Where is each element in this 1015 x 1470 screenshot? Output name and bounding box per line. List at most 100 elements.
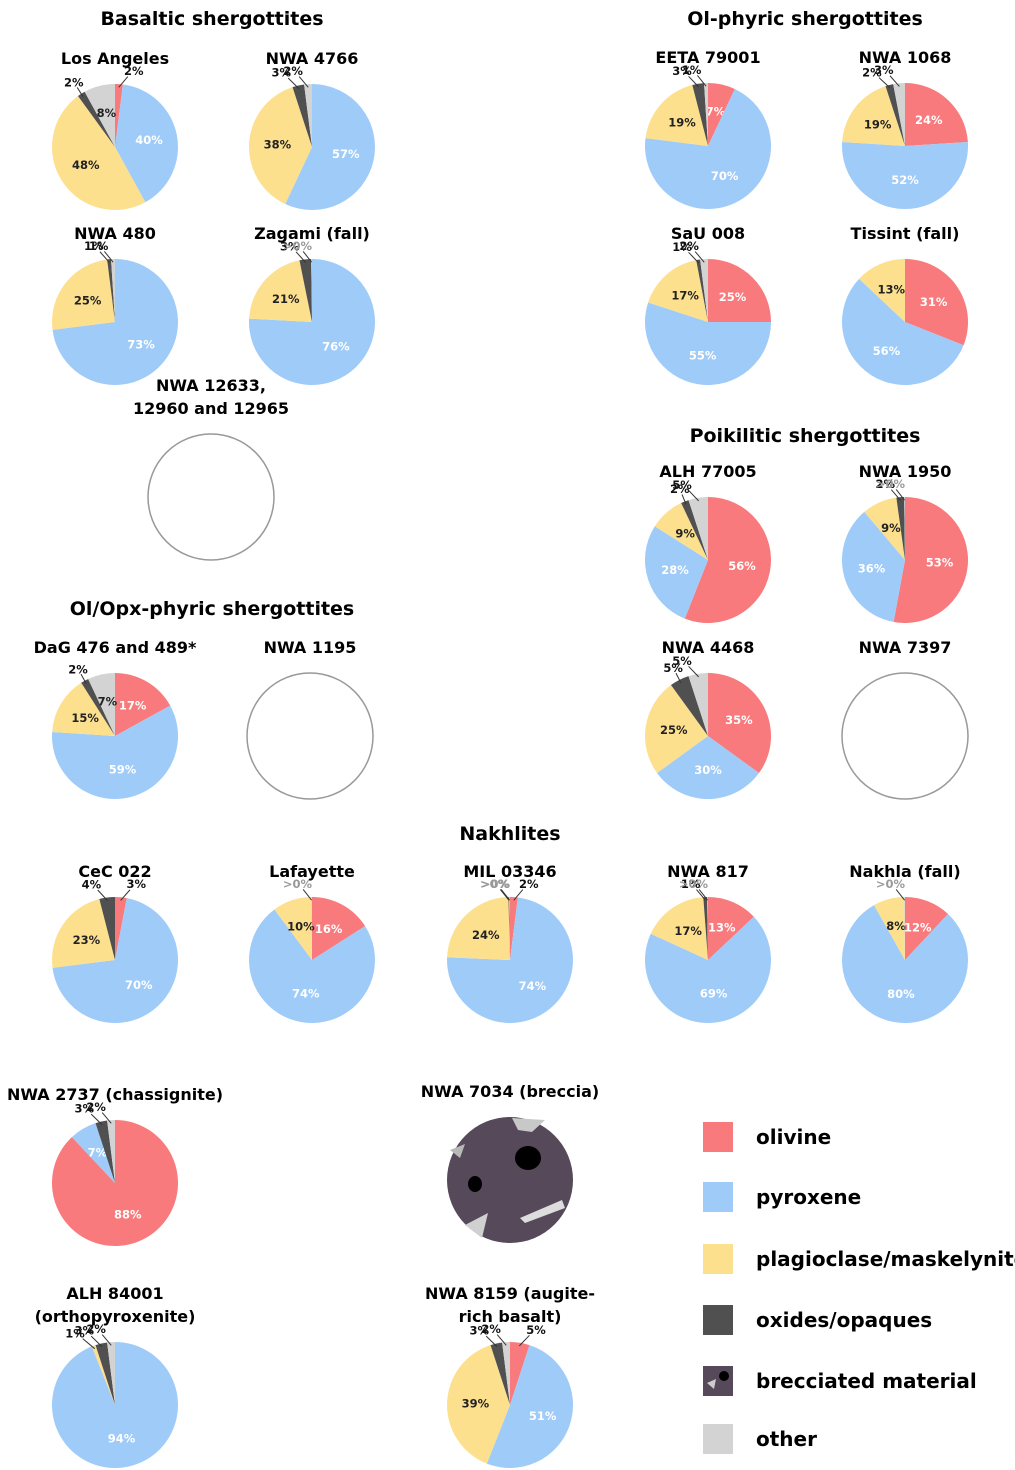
legend-swatch bbox=[703, 1244, 733, 1274]
value-label: 88% bbox=[114, 1208, 142, 1222]
value-label: >0% bbox=[283, 877, 313, 891]
leader-line bbox=[895, 489, 906, 501]
legend-swatch bbox=[703, 1366, 733, 1396]
value-label: 31% bbox=[920, 295, 948, 309]
pie-slice bbox=[447, 897, 573, 1024]
section-heading: Ol-phyric shergottites bbox=[687, 8, 923, 30]
value-label: 40% bbox=[135, 133, 163, 147]
value-label: 2% bbox=[86, 1100, 106, 1114]
pie-slice bbox=[703, 897, 708, 960]
section-heading: Basaltic shergottites bbox=[100, 8, 324, 30]
value-label: 7% bbox=[98, 695, 118, 709]
value-label: 21% bbox=[272, 292, 300, 306]
pie-slice bbox=[115, 673, 171, 736]
pie-slice bbox=[51, 259, 115, 330]
pie-slice bbox=[645, 916, 772, 1024]
pie-slice bbox=[864, 497, 905, 560]
pie-slice bbox=[107, 259, 115, 322]
legend-label: other bbox=[756, 1427, 817, 1451]
pie-slice bbox=[905, 83, 968, 146]
pie-slice bbox=[502, 1341, 510, 1405]
pie-slice bbox=[292, 84, 312, 147]
value-label: 5% bbox=[672, 478, 692, 492]
pie-title: NWA 480 bbox=[74, 224, 156, 243]
value-label: 53% bbox=[926, 556, 954, 570]
pie-title: ALH 84001 (orthopyroxenite) bbox=[34, 1284, 196, 1326]
pie-slice bbox=[708, 673, 772, 774]
pie-slice bbox=[509, 897, 510, 960]
leader-line bbox=[82, 1338, 96, 1350]
value-label: 70% bbox=[125, 978, 153, 992]
value-label: 12% bbox=[904, 920, 932, 934]
pie-slice bbox=[896, 497, 905, 560]
value-label: 73% bbox=[127, 337, 155, 351]
pie-title: Zagami (fall) bbox=[254, 224, 370, 243]
pie-slice bbox=[52, 898, 115, 968]
pie-slice bbox=[51, 705, 179, 800]
pie-slice bbox=[510, 1342, 530, 1405]
leader-line bbox=[496, 1334, 507, 1346]
leader-line bbox=[499, 889, 510, 901]
value-label: 8% bbox=[97, 106, 117, 120]
value-label: 7% bbox=[706, 105, 726, 119]
value-label: 57% bbox=[332, 147, 360, 161]
pie-title: Nakhla (fall) bbox=[849, 862, 961, 881]
leader-line bbox=[118, 76, 129, 88]
value-label: 3% bbox=[280, 239, 300, 253]
value-label: 17% bbox=[671, 289, 699, 303]
leader-line bbox=[688, 489, 699, 502]
pie-slice bbox=[650, 897, 708, 960]
breccia-clast bbox=[450, 1144, 465, 1158]
pie-title: NWA 1195 bbox=[263, 638, 357, 657]
pie-slice bbox=[285, 84, 375, 210]
value-label: 80% bbox=[887, 987, 915, 1001]
pie-slice bbox=[52, 259, 178, 385]
pie-title: NWA 1068 bbox=[858, 48, 952, 67]
empty-pie bbox=[246, 672, 374, 800]
pie-slice bbox=[874, 897, 905, 960]
value-label: >0% bbox=[481, 877, 511, 891]
leader-line bbox=[101, 1334, 112, 1346]
value-label: 56% bbox=[728, 559, 756, 573]
empty-pie bbox=[841, 672, 969, 800]
value-label: 5% bbox=[526, 1323, 546, 1337]
value-label: 3% bbox=[874, 63, 894, 77]
section-heading: Ol/Opx-phyric shergottites bbox=[69, 598, 355, 620]
leader-line bbox=[302, 251, 313, 263]
value-label: 13% bbox=[877, 283, 905, 297]
value-label: 2% bbox=[679, 239, 699, 253]
leader-line bbox=[90, 1113, 103, 1125]
leader-line bbox=[90, 1335, 103, 1347]
pie-slice bbox=[842, 511, 905, 622]
pie-slice bbox=[648, 260, 708, 322]
pie-slice bbox=[107, 1341, 115, 1405]
pie-slice bbox=[95, 1342, 115, 1405]
leader-line bbox=[485, 1335, 498, 1347]
breccia-clast bbox=[520, 1200, 565, 1223]
value-label: 28% bbox=[661, 563, 689, 577]
value-label: 25% bbox=[74, 293, 102, 307]
pie-slice bbox=[708, 897, 754, 960]
breccia-clast bbox=[468, 1176, 482, 1192]
pie-title: Los Angeles bbox=[60, 49, 170, 68]
legend-label: brecciated material bbox=[756, 1369, 977, 1393]
leader-line bbox=[519, 1334, 530, 1347]
pie-slice bbox=[508, 897, 510, 960]
pie-title: ALH 77005 bbox=[659, 462, 757, 481]
pie-slice bbox=[52, 682, 115, 736]
leader-line bbox=[681, 494, 687, 505]
leader-line bbox=[694, 251, 705, 263]
value-label: 52% bbox=[891, 173, 919, 187]
pie-slice bbox=[885, 84, 905, 146]
pie-title: MIL 03346 bbox=[463, 862, 557, 881]
value-label: 4% bbox=[82, 877, 102, 891]
value-label: 17% bbox=[119, 699, 147, 713]
value-label: 8% bbox=[886, 919, 906, 933]
pie-slice bbox=[249, 909, 376, 1024]
pie-title: NWA 8159 (augite-rich basalt) bbox=[425, 1284, 595, 1326]
pie-slice bbox=[311, 259, 312, 322]
pie-slice bbox=[645, 685, 708, 774]
value-label: 94% bbox=[108, 1432, 136, 1446]
value-label: 23% bbox=[73, 933, 101, 947]
